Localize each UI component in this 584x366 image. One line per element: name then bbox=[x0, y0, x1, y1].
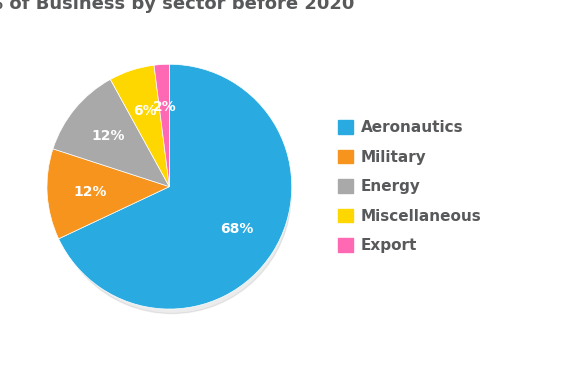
Ellipse shape bbox=[53, 75, 291, 314]
Wedge shape bbox=[110, 65, 169, 187]
Wedge shape bbox=[154, 64, 169, 187]
Text: 2%: 2% bbox=[152, 100, 176, 114]
Text: 12%: 12% bbox=[73, 185, 107, 199]
Title: % of Business by sector before 2020: % of Business by sector before 2020 bbox=[0, 0, 354, 13]
Text: 6%: 6% bbox=[133, 104, 157, 118]
Wedge shape bbox=[58, 64, 292, 309]
Wedge shape bbox=[47, 149, 169, 239]
Legend: Aeronautics, Military, Energy, Miscellaneous, Export: Aeronautics, Military, Energy, Miscellan… bbox=[338, 120, 482, 253]
Text: 12%: 12% bbox=[91, 129, 125, 143]
Wedge shape bbox=[53, 79, 169, 187]
Text: 68%: 68% bbox=[220, 222, 253, 236]
